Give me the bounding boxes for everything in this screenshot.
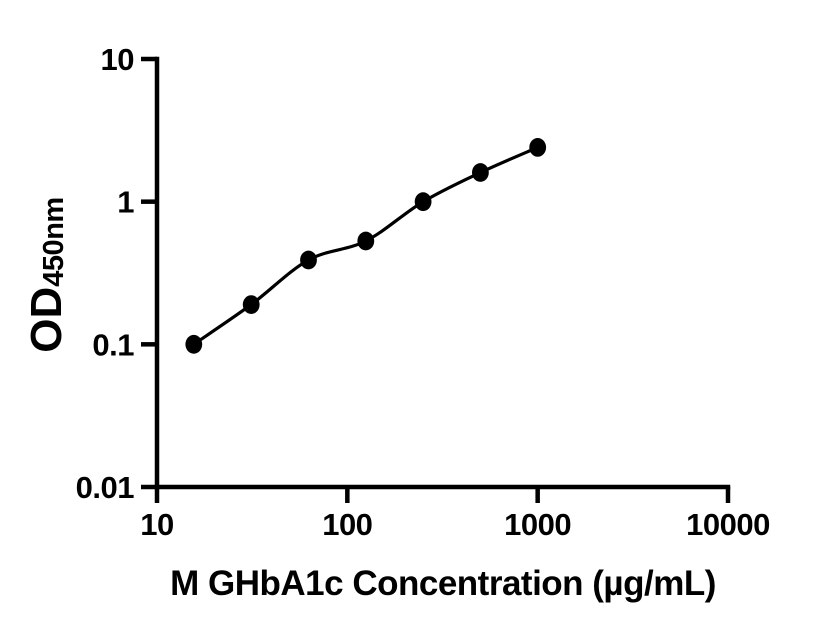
data-point-marker — [472, 163, 489, 182]
data-point-marker — [242, 295, 260, 314]
x-tick-label: 100 — [322, 507, 372, 542]
x-tick-label: 10 — [140, 507, 173, 542]
y-axis-title: OD450nm — [22, 197, 71, 353]
y-axis-title-main: OD — [22, 286, 71, 353]
data-point-marker — [300, 250, 317, 270]
data-point-marker — [185, 334, 203, 354]
x-tick-label: 1000 — [504, 507, 571, 542]
y-axis-title-subscript: 450nm — [38, 197, 70, 287]
data-point-marker — [529, 138, 547, 157]
x-axis-title: M GHbA1c Concentration (µg/mL) — [170, 564, 716, 603]
data-point-marker — [414, 192, 432, 212]
y-tick-label: 1 — [117, 185, 134, 220]
y-tick-label: 0.01 — [76, 470, 135, 505]
y-tick-label: 10 — [101, 42, 134, 77]
x-tick-label: 10000 — [686, 507, 770, 542]
y-tick-label: 0.1 — [92, 327, 134, 362]
data-point-marker — [357, 231, 375, 251]
